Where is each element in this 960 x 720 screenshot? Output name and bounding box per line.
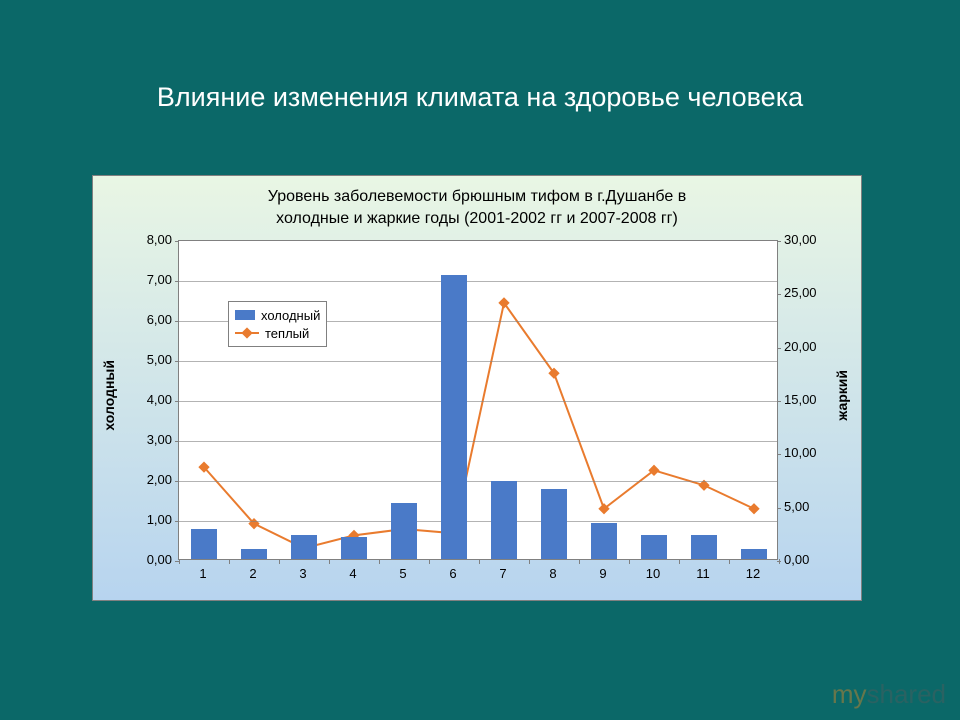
y1-tick-label: 5,00 xyxy=(132,352,172,367)
x-tick-mark xyxy=(779,559,780,564)
watermark: myshared xyxy=(832,679,946,710)
y1-axis-label: холодный xyxy=(101,360,117,431)
x-tick-mark xyxy=(679,559,680,564)
x-tick-mark xyxy=(529,559,530,564)
legend-swatch-line xyxy=(235,327,259,339)
gridline xyxy=(179,401,777,402)
bar xyxy=(691,535,717,559)
x-tick-label: 4 xyxy=(338,566,368,581)
y2-axis-label: жаркий xyxy=(834,370,850,421)
legend-item: теплый xyxy=(235,324,320,342)
gridline xyxy=(179,361,777,362)
gridline xyxy=(179,441,777,442)
y1-tick-mark xyxy=(175,441,179,442)
bar xyxy=(641,535,667,559)
bar xyxy=(591,523,617,559)
y1-tick-label: 0,00 xyxy=(132,552,172,567)
y1-tick-mark xyxy=(175,321,179,322)
x-tick-label: 5 xyxy=(388,566,418,581)
x-tick-mark xyxy=(729,559,730,564)
y1-tick-mark xyxy=(175,481,179,482)
x-tick-label: 3 xyxy=(288,566,318,581)
y1-tick-label: 8,00 xyxy=(132,232,172,247)
x-tick-mark xyxy=(279,559,280,564)
bar xyxy=(541,489,567,559)
watermark-rest: shared xyxy=(867,679,947,709)
y2-tick-label: 20,00 xyxy=(784,339,832,354)
bar xyxy=(191,529,217,559)
bar xyxy=(491,481,517,559)
bar xyxy=(341,537,367,559)
x-tick-label: 2 xyxy=(238,566,268,581)
bar xyxy=(291,535,317,559)
x-tick-label: 12 xyxy=(738,566,768,581)
slide: Влияние изменения климата на здоровье че… xyxy=(0,0,960,720)
x-tick-mark xyxy=(229,559,230,564)
bar xyxy=(441,275,467,559)
x-tick-label: 6 xyxy=(438,566,468,581)
chart-container: Уровень заболевемости брюшным тифом в г.… xyxy=(92,175,862,601)
y1-tick-label: 4,00 xyxy=(132,392,172,407)
plot-area xyxy=(178,240,778,560)
y1-tick-mark xyxy=(175,401,179,402)
x-tick-label: 9 xyxy=(588,566,618,581)
y1-tick-mark xyxy=(175,521,179,522)
x-tick-label: 10 xyxy=(638,566,668,581)
gridline xyxy=(179,281,777,282)
y2-tick-mark xyxy=(777,401,781,402)
y1-tick-label: 1,00 xyxy=(132,512,172,527)
y1-tick-label: 2,00 xyxy=(132,472,172,487)
bar xyxy=(391,503,417,559)
x-tick-mark xyxy=(579,559,580,564)
gridline xyxy=(179,521,777,522)
x-tick-mark xyxy=(629,559,630,564)
y2-tick-label: 10,00 xyxy=(784,445,832,460)
legend-label: теплый xyxy=(265,326,309,341)
x-tick-mark xyxy=(379,559,380,564)
y2-tick-mark xyxy=(777,348,781,349)
x-tick-mark xyxy=(179,559,180,564)
legend-label: холодный xyxy=(261,308,320,323)
gridline xyxy=(179,481,777,482)
y2-tick-mark xyxy=(777,294,781,295)
y2-tick-label: 15,00 xyxy=(784,392,832,407)
y1-tick-label: 3,00 xyxy=(132,432,172,447)
x-tick-mark xyxy=(329,559,330,564)
x-tick-label: 11 xyxy=(688,566,718,581)
y2-tick-label: 5,00 xyxy=(784,499,832,514)
y1-tick-label: 6,00 xyxy=(132,312,172,327)
y2-tick-mark xyxy=(777,241,781,242)
watermark-brand: my xyxy=(832,679,867,709)
bar xyxy=(741,549,767,559)
y1-tick-mark xyxy=(175,241,179,242)
slide-title: Влияние изменения климата на здоровье че… xyxy=(0,82,960,113)
legend: холодный теплый xyxy=(228,301,327,347)
y2-tick-label: 25,00 xyxy=(784,285,832,300)
x-tick-label: 1 xyxy=(188,566,218,581)
x-tick-mark xyxy=(429,559,430,564)
legend-item: холодный xyxy=(235,306,320,324)
y2-tick-mark xyxy=(777,454,781,455)
x-tick-label: 8 xyxy=(538,566,568,581)
x-tick-mark xyxy=(479,559,480,564)
y2-tick-label: 0,00 xyxy=(784,552,832,567)
y2-tick-label: 30,00 xyxy=(784,232,832,247)
bar xyxy=(241,549,267,559)
y1-tick-mark xyxy=(175,361,179,362)
y1-tick-label: 7,00 xyxy=(132,272,172,287)
chart-title: Уровень заболевемости брюшным тифом в г.… xyxy=(93,186,861,229)
x-tick-label: 7 xyxy=(488,566,518,581)
line-marker xyxy=(748,503,759,514)
y1-tick-mark xyxy=(175,281,179,282)
y2-tick-mark xyxy=(777,508,781,509)
legend-swatch-bar xyxy=(235,310,255,320)
